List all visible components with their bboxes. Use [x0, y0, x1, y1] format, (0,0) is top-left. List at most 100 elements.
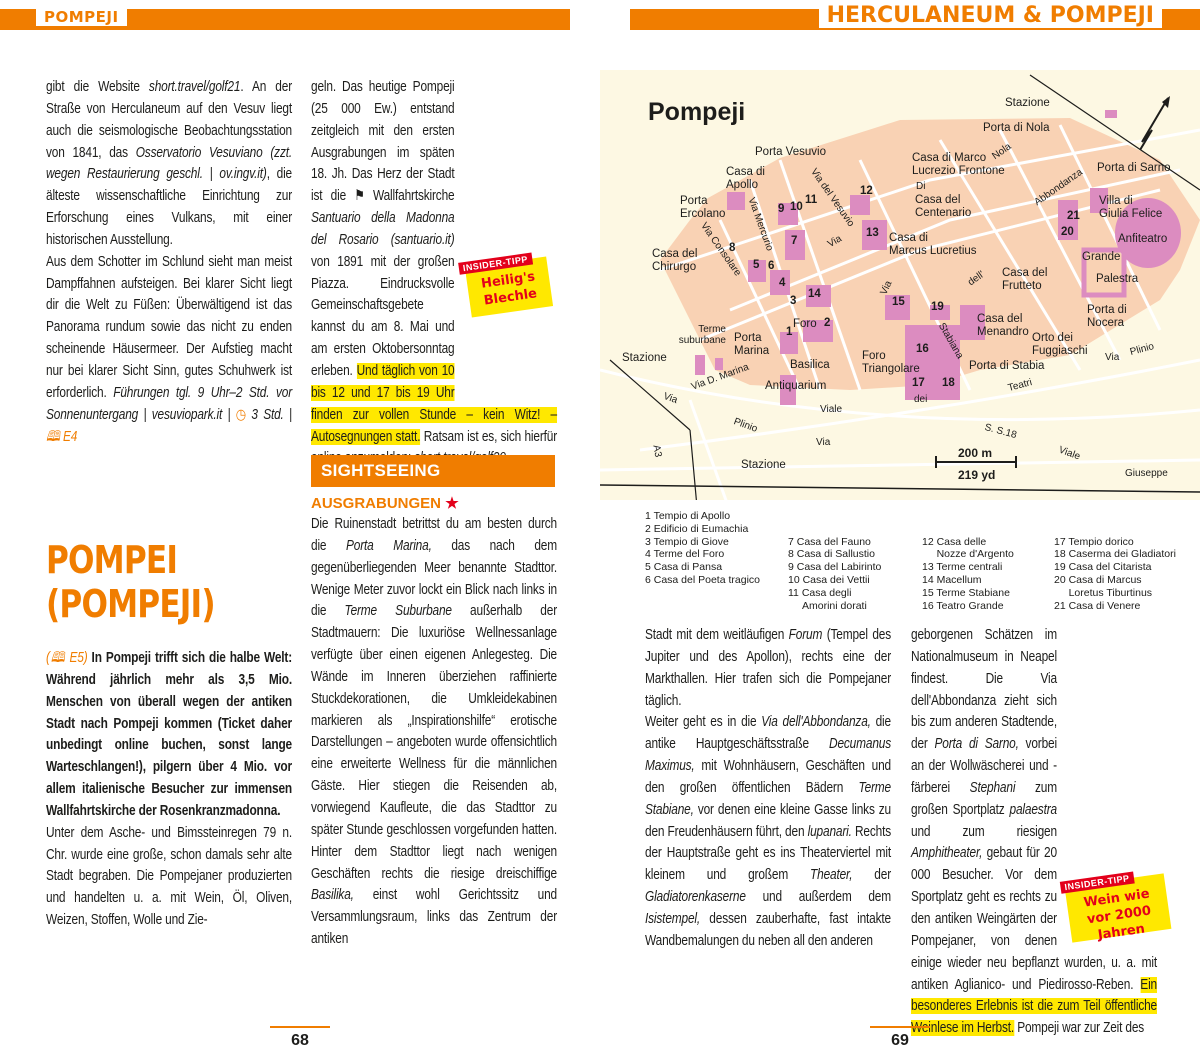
text-run: In Pompeji trifft sich die halbe Welt: W… [46, 650, 292, 819]
page-number-left: 68 [270, 1026, 330, 1050]
legend-item: 3 Tempio di Giove [645, 535, 729, 548]
map-pompeji: Pompeji Stazione Porta di Nola Porta Ves… [600, 70, 1200, 612]
site-number: 9 [778, 203, 785, 215]
site-number: 11 [805, 194, 818, 206]
site-number: 6 [768, 260, 775, 272]
map-label: Foro Triangolare [862, 350, 920, 375]
map-label: Casa del Chirurgo [652, 248, 698, 273]
site-number: 20 [1061, 226, 1074, 238]
text-run: Porta Marina, [345, 537, 432, 554]
map-label: Porta Marina [734, 332, 770, 357]
legend-item: 1 Tempio di Apollo [645, 510, 731, 522]
header-bar-left [0, 9, 570, 30]
map-label: Porta di Stabia [969, 360, 1045, 372]
map-label: Foro [793, 318, 817, 330]
text-run: Pompeji war zur Zeit des [1014, 1020, 1145, 1037]
map-legend-col-2: 7 Casa del Fauno 8 Casa di Sallustio 9 Cas… [788, 510, 881, 638]
right-column-1: Stadt mit dem weitläufigen Forum (Tempel… [645, 625, 891, 953]
site-number: 8 [729, 242, 736, 254]
text-run: Gladiatorenkaserne [645, 889, 746, 906]
paragraph: geln. Das heutige Pompeji (25 000 Ew.) e… [311, 77, 557, 470]
text-run: Aus dem Schotter im Schlund sieht man me… [46, 253, 292, 401]
star-icon: ★ [445, 495, 459, 512]
site-number: 15 [892, 296, 905, 308]
site-number: 14 [808, 288, 821, 300]
text-run: Die Ruinenstadt betrittst du am besten d… [311, 516, 557, 554]
text-run: gebaut für 20 000 Besucher. Vor dem Spor… [911, 845, 1157, 993]
text-run: Osservatorio Vesuviano (zzt. wegen Resta… [46, 144, 292, 183]
site-number: 5 [753, 259, 760, 271]
running-head-left: POMPEJI [36, 8, 127, 26]
paragraph: Weiter geht es in die Via dell'Abbondanz… [645, 712, 891, 952]
map-label: Casa del Frutteto [1002, 267, 1048, 292]
map-label: Basilica [790, 359, 830, 371]
site-number: 12 [860, 185, 873, 197]
text-run: gibt die Website [46, 79, 149, 95]
map-label: Porta Vesuvio [755, 146, 826, 158]
legend-item: 17 Tempio dorico [1054, 535, 1134, 548]
text-run: Decumanus Maximus, [645, 736, 891, 775]
text-run: (Tempel des Jupiter und des Apollon), re… [645, 627, 891, 709]
site-number: 19 [931, 301, 944, 313]
site-markers [695, 110, 1181, 535]
map-label: Stazione [622, 352, 667, 364]
text-run: außerhalb der Stadtmauern: Die luxuriöse… [311, 603, 557, 882]
text-run: von 1891 mit der großen Piazza. Eindruck… [311, 253, 455, 379]
text-run: Porta di Sarno, [934, 736, 1019, 753]
paragraph: Unter dem Asche- und Bimssteinregen 79 n… [46, 823, 292, 932]
legend-item: 6 Casa del Poeta tragico [645, 573, 760, 586]
map-label: A3 [650, 444, 664, 459]
text-run: short.travel/golf21 [148, 79, 241, 95]
legend-item: 5 Casa di Pansa [645, 561, 723, 574]
site-number: 10 [790, 201, 803, 213]
north-arrow-head-icon [1162, 96, 1170, 108]
text-run: Amphitheater, [911, 845, 983, 862]
legend-item: 4 Terme del Foro [645, 548, 725, 561]
text-run: Via dell'Abbondanza, [761, 714, 871, 731]
text-run: palaestra [1009, 801, 1058, 818]
paragraph: Die Ruinenstadt betrittst du am besten d… [311, 514, 557, 951]
text-run: Rechts der Hauptstraße geht es ins Theat… [645, 823, 891, 884]
text-run: Theater, [810, 867, 853, 884]
city-area [660, 118, 1200, 390]
map-legend-col-1: 1 Tempio di Apollo 2 Edificio di Eumachia… [645, 510, 760, 587]
text-run: einst wohl Gerichtssitz und Versammlungs… [311, 887, 557, 948]
text-run: zum großen Sportplatz [911, 779, 1057, 818]
legend-item: 21 Casa di Venere [1054, 599, 1141, 612]
right-column-2: geborgenen Schätzen im Nationalmuseum in… [911, 625, 1157, 1040]
site-number: 17 [912, 377, 925, 389]
text-run: Forum [788, 627, 823, 643]
map-label: Giuseppe [1125, 468, 1168, 479]
legend-item: Amorini dorati [788, 599, 867, 612]
text-run: lupanari. [807, 823, 852, 840]
text-run: . An der Straße von Herculaneum auf den … [46, 79, 292, 161]
legend-item: 15 Terme Stabiane [922, 586, 1010, 599]
insider-tip-badge-2: INSIDER-TIPP Wein wie vor 2000 Jahren [1059, 871, 1172, 943]
page-number-right: 69 [870, 1026, 930, 1050]
subheading-text: AUSGRABUNGEN [311, 495, 442, 512]
legend-item: 13 Terme centrali [922, 561, 1003, 574]
left-column-bottom: (🕮 E5) In Pompeji trifft sich die halbe … [46, 648, 292, 932]
left-column-top: gibt die Website short.travel/golf21. An… [46, 77, 292, 448]
site-number: 16 [916, 343, 929, 355]
map-label: Casa di Marcus Lucretius [889, 232, 977, 257]
site-number: 3 [790, 295, 797, 307]
paragraph: gibt die Website short.travel/golf21. An… [46, 77, 292, 252]
text-run: Basilika, [311, 887, 354, 904]
section-heading-sightseeing: SIGHTSEEING [311, 455, 555, 487]
legend-item: 20 Casa di Marcus [1054, 573, 1142, 586]
text-run: Terme Suburbane [344, 603, 452, 620]
legend-item: Loretus Tiburtinus [1054, 586, 1153, 599]
site-number: 13 [866, 227, 879, 239]
text-run: Unter dem Asche- und Bimssteinregen 79 n… [46, 824, 292, 929]
legend-background [600, 500, 1200, 595]
text-run: vorbei an der Wollwäscherei und -färbere… [911, 736, 1057, 796]
map-label: Casa del Centenario [915, 194, 972, 219]
chapter-title: POMPEI (POMPEJI) [46, 538, 216, 626]
map-label: Viale [820, 404, 843, 415]
text-run: Stephani [969, 779, 1016, 796]
map-label: Stazione [1005, 97, 1050, 109]
map-label: Via [1105, 352, 1120, 363]
text-run: geborgenen Schätzen im Nationalmuseum in… [911, 627, 1057, 753]
legend-item: 10 Casa dei Vettii [788, 573, 870, 586]
